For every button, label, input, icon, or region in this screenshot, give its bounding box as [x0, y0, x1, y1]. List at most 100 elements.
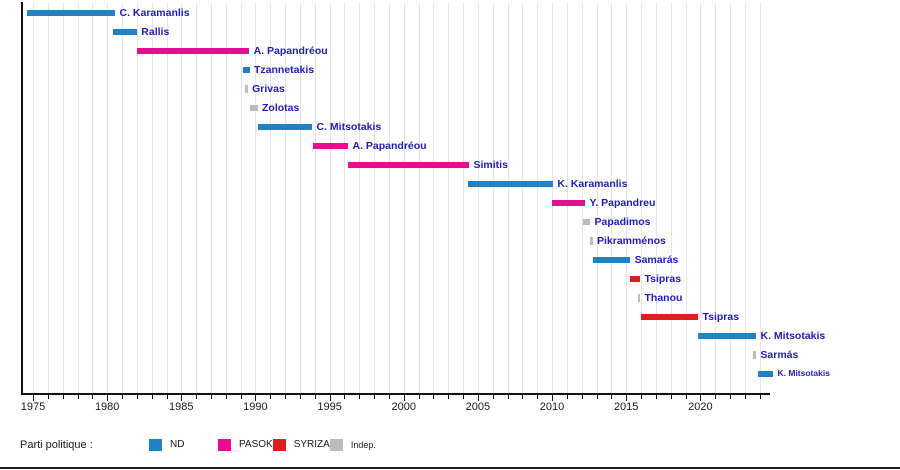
x-tick-label-1990: 1990: [243, 401, 268, 413]
gridline-2022: [730, 3, 731, 393]
gridline-2016: [641, 3, 642, 393]
gridline-1986: [196, 3, 198, 393]
x-tick-2009: [537, 395, 539, 399]
x-tick-1980: [107, 395, 109, 401]
x-tick-2022: [730, 395, 731, 399]
gridline-1988: [225, 3, 227, 393]
gridline-1981: [122, 3, 123, 393]
x-tick-1999: [388, 395, 390, 399]
x-tick-2016: [641, 395, 642, 399]
term-bar-a-papandr-ou: [313, 143, 348, 149]
x-tick-2024: [759, 395, 761, 399]
gridline-2005: [477, 3, 479, 393]
legend: Parti politique : ND PASOK SYRIZA Indep.: [20, 436, 376, 451]
y-axis-line: [21, 2, 24, 393]
legend-item-syriza: SYRIZA: [272, 436, 330, 453]
gridline-1999: [388, 3, 390, 393]
x-tick-2019: [685, 395, 687, 399]
x-tick-2012: [581, 395, 583, 399]
term-bar-samar-s: [593, 257, 631, 263]
legend-swatch-icon: [149, 438, 162, 451]
pm-name-label: Rallis: [141, 25, 170, 38]
gridline-2011: [566, 3, 568, 393]
x-tick-2023: [744, 395, 746, 399]
x-tick-2010: [552, 395, 553, 401]
gridline-2010: [552, 3, 553, 393]
term-bar-y-papandreu: [552, 200, 585, 206]
legend-items: ND PASOK SYRIZA Indep.: [149, 436, 376, 453]
term-bar-k-mitsotakis: [757, 371, 773, 377]
x-tick-1996: [344, 395, 346, 399]
pm-name-label: Tsipras: [702, 310, 740, 323]
pm-name-label: Samarás: [634, 253, 679, 266]
gridline-1976: [47, 3, 49, 393]
x-tick-2002: [433, 395, 435, 399]
term-bar-tsipras: [630, 276, 640, 282]
gridline-1995: [329, 3, 331, 393]
gridline-2018: [670, 3, 672, 393]
gridline-2012: [581, 3, 583, 393]
x-tick-2011: [566, 395, 568, 399]
gridline-2008: [522, 3, 524, 393]
gridline-1994: [314, 3, 316, 393]
pm-name-label: Zolotas: [262, 101, 300, 114]
x-tick-2018: [670, 395, 672, 399]
x-tick-label-1995: 1995: [317, 401, 342, 413]
gridline-1983: [151, 3, 153, 393]
x-tick-2004: [463, 395, 465, 399]
pm-name-label: Simitis: [473, 158, 508, 171]
legend-label: Indep.: [350, 439, 376, 450]
gridline-1982: [136, 3, 138, 393]
term-bar-thanou: [637, 294, 640, 302]
x-tick-1985: [181, 395, 183, 401]
legend-label: ND: [170, 439, 185, 450]
legend-swatch-icon: [272, 438, 286, 451]
x-tick-2021: [715, 395, 717, 399]
pm-name-label: C. Karamanlis: [119, 6, 190, 19]
gridline-2021: [715, 3, 717, 393]
x-tick-1982: [136, 395, 138, 399]
term-bar-pikramm-nos: [590, 237, 593, 245]
legend-swatch-icon: [218, 438, 231, 451]
term-bar-a-papandr-ou: [136, 48, 250, 54]
term-bar-c-karamanlis: [27, 10, 115, 16]
gridline-1980: [107, 3, 109, 393]
pm-name-label: Grivas: [252, 82, 285, 95]
gridline-1998: [374, 3, 376, 393]
gridline-1990: [255, 3, 257, 393]
x-tick-2013: [596, 395, 598, 399]
legend-item-indep: Indep.: [329, 436, 376, 453]
term-bar-zolotas: [250, 105, 258, 111]
term-bar-k-mitsotakis: [698, 333, 756, 339]
x-tick-2014: [611, 395, 613, 399]
gridline-2002: [433, 3, 435, 393]
legend-item-pasok: PASOK: [218, 436, 273, 453]
pm-name-label: Tzannetakis: [254, 63, 315, 76]
x-tick-1989: [240, 395, 242, 399]
gridline-2024: [759, 3, 761, 393]
pm-name-label: Y. Papandreu: [589, 196, 656, 209]
x-tick-1975: [33, 395, 34, 401]
pm-name-label: C. Mitsotakis: [316, 120, 382, 133]
gridline-1987: [211, 3, 212, 393]
gridline-1992: [285, 3, 287, 393]
x-tick-2007: [507, 395, 509, 399]
x-tick-1976: [47, 395, 49, 399]
gridline-1984: [166, 3, 168, 393]
x-tick-2008: [522, 395, 524, 399]
gridline-1989: [240, 3, 242, 393]
x-tick-2001: [418, 395, 420, 399]
x-tick-label-2015: 2015: [613, 401, 639, 413]
x-tick-1987: [211, 395, 212, 399]
gridline-2001: [418, 3, 420, 393]
x-tick-label-1975: 1975: [20, 401, 46, 413]
pm-name-label: Papadimos: [594, 215, 651, 228]
gridline-2003: [448, 3, 450, 393]
x-tick-2017: [655, 395, 657, 399]
pm-name-label: A. Papandréou: [352, 139, 427, 152]
x-tick-label-2010: 2010: [539, 401, 565, 413]
x-tick-label-2000: 2000: [391, 401, 417, 413]
x-axis-line: [21, 393, 771, 395]
x-tick-1977: [62, 395, 64, 399]
term-bar-tsipras: [641, 314, 698, 320]
